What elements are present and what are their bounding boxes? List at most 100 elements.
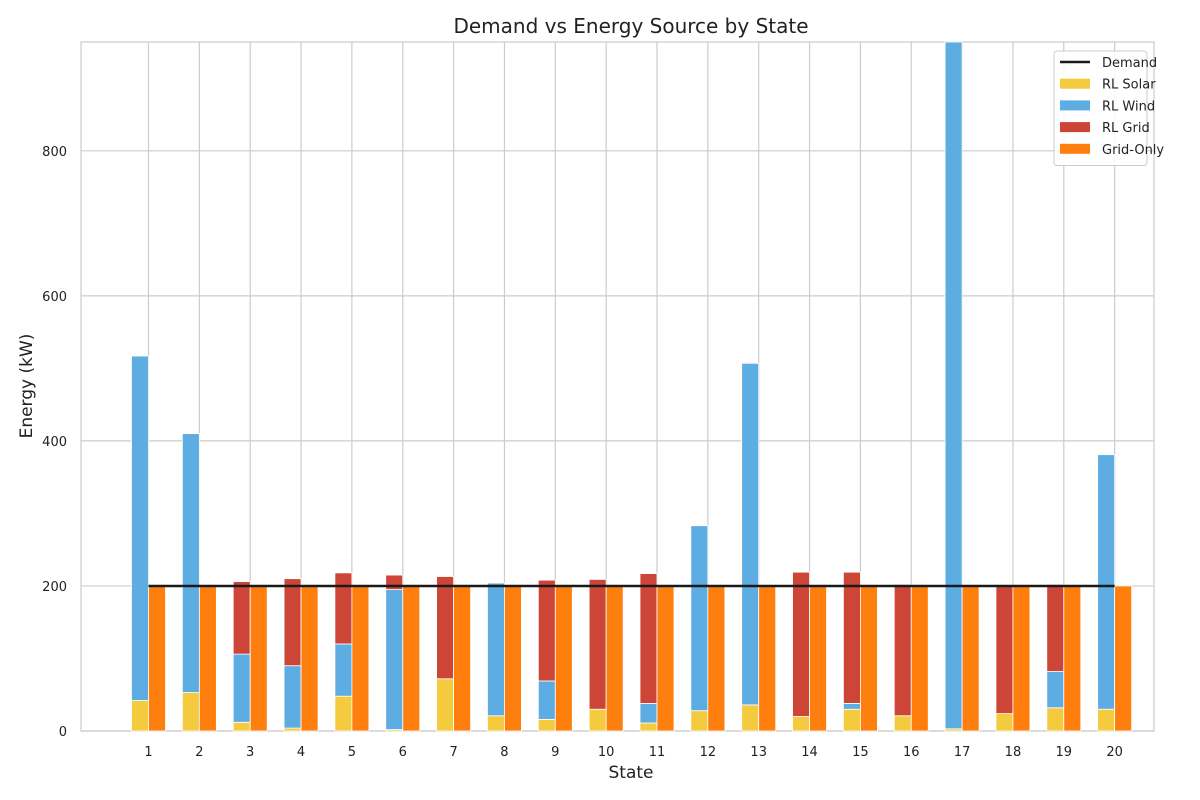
x-tick-label: 4 [297,745,305,760]
bar-rl-grid [639,573,658,704]
bar-rl-wind [283,665,302,729]
legend-label-rl-wind: RL Wind [1102,99,1155,114]
x-tick-label: 8 [500,745,508,760]
bar-rl-solar [283,727,302,732]
bar-rl-grid [1046,584,1065,672]
bar-grid-only [453,585,472,732]
bar-rl-wind [1046,671,1065,709]
x-tick-label: 20 [1106,745,1123,760]
bar-rl-solar [1097,708,1116,732]
y-tick-label: 400 [42,435,67,450]
bar-rl-solar [232,721,251,732]
x-tick-label: 5 [348,745,356,760]
bar-grid-only [758,585,777,732]
x-tick-label: 1 [144,745,152,760]
bar-rl-solar [639,722,658,732]
bar-rl-grid [232,581,251,655]
bar-rl-grid [843,571,861,704]
bar-rl-solar [181,692,200,732]
bar-grid-only [300,585,319,732]
bar-rl-solar [741,704,760,732]
x-tick-label: 2 [195,745,203,760]
bar-rl-grid [588,579,607,710]
bar-rl-wind [843,703,861,710]
y-tick-label: 600 [42,290,67,305]
bar-grid-only [148,585,166,732]
bar-rl-wind [385,589,404,730]
bar-rl-solar [690,710,709,732]
bar-rl-wind [334,643,353,697]
bar-grid-only [351,585,370,732]
bar-rl-solar [893,715,912,732]
bar-rl-wind [639,703,658,724]
bar-rl-solar [843,708,861,732]
x-tick-label: 14 [801,745,818,760]
bar-rl-solar [131,700,149,732]
x-tick-label: 9 [551,745,559,760]
bar-grid-only [1012,585,1031,732]
bar-grid-only [860,585,878,732]
bar-rl-solar [792,716,810,732]
legend-label-demand: Demand [1102,56,1157,71]
y-tick-label: 200 [42,580,67,595]
y-tick-label: 800 [42,145,67,160]
bar-rl-solar [588,708,607,732]
bar-rl-wind [690,525,709,712]
x-tick-label: 6 [399,745,407,760]
bar-rl-solar [334,695,353,732]
legend: Demand RL Solar RL Wind RL Grid Grid-Only [1053,50,1164,166]
chart-title: Demand vs Energy Source by State [453,14,808,38]
bar-rl-grid [995,584,1014,714]
bar-rl-grid [283,578,302,667]
legend-label-grid-only: Grid-Only [1102,143,1164,158]
bar-rl-wind [537,680,556,720]
bar-grid-only [249,585,268,732]
x-tick-label: 3 [246,745,254,760]
bar-grid-only [656,585,675,732]
bar-rl-wind [1097,454,1116,710]
x-axis-ticks: 1 2 3 4 5 6 7 8 9 10 11 12 13 14 15 16 17 18 19 20 [144,745,1123,760]
bar-rl-grid [893,584,912,717]
bar-grid-only [1063,585,1082,732]
bar-grid-only [961,585,980,732]
bar-rl-wind [181,433,200,693]
x-axis-label: State [609,763,654,783]
y-axis-ticks: 0 200 400 600 800 [42,145,67,740]
bars [131,41,1133,732]
bar-grid-only [809,585,827,732]
x-tick-label: 17 [954,745,971,760]
bar-grid-only [504,585,522,732]
x-tick-label: 18 [1005,745,1022,760]
bar-grid-only [1114,585,1133,732]
bar-rl-wind [741,362,760,706]
bar-rl-grid [385,574,404,590]
y-tick-label: 0 [59,725,67,740]
y-axis-label: Energy (kW) [17,334,37,439]
bar-rl-wind [232,653,251,723]
legend-swatch-grid-only [1060,143,1090,154]
legend-swatch-rl-grid [1060,122,1090,133]
bar-rl-solar [1046,707,1065,732]
x-tick-label: 19 [1056,745,1073,760]
legend-label-rl-solar: RL Solar [1102,78,1156,93]
bar-rl-wind [944,41,963,730]
bar-grid-only [554,585,573,732]
x-tick-label: 10 [598,745,615,760]
bar-rl-solar [995,713,1014,732]
bar-rl-wind [131,355,149,701]
bar-rl-solar [487,715,505,732]
bar-rl-grid [436,576,455,680]
bar-grid-only [402,585,421,732]
x-tick-label: 7 [449,745,457,760]
bar-grid-only [910,585,929,732]
bar-rl-grid [537,579,556,682]
bar-rl-solar [436,678,455,732]
bar-grid-only [198,585,217,732]
bar-grid-only [605,585,624,732]
bar-rl-wind [487,582,505,717]
bar-grid-only [707,585,726,732]
x-tick-label: 16 [903,745,920,760]
legend-swatch-rl-solar [1060,78,1090,89]
x-tick-label: 12 [700,745,717,760]
